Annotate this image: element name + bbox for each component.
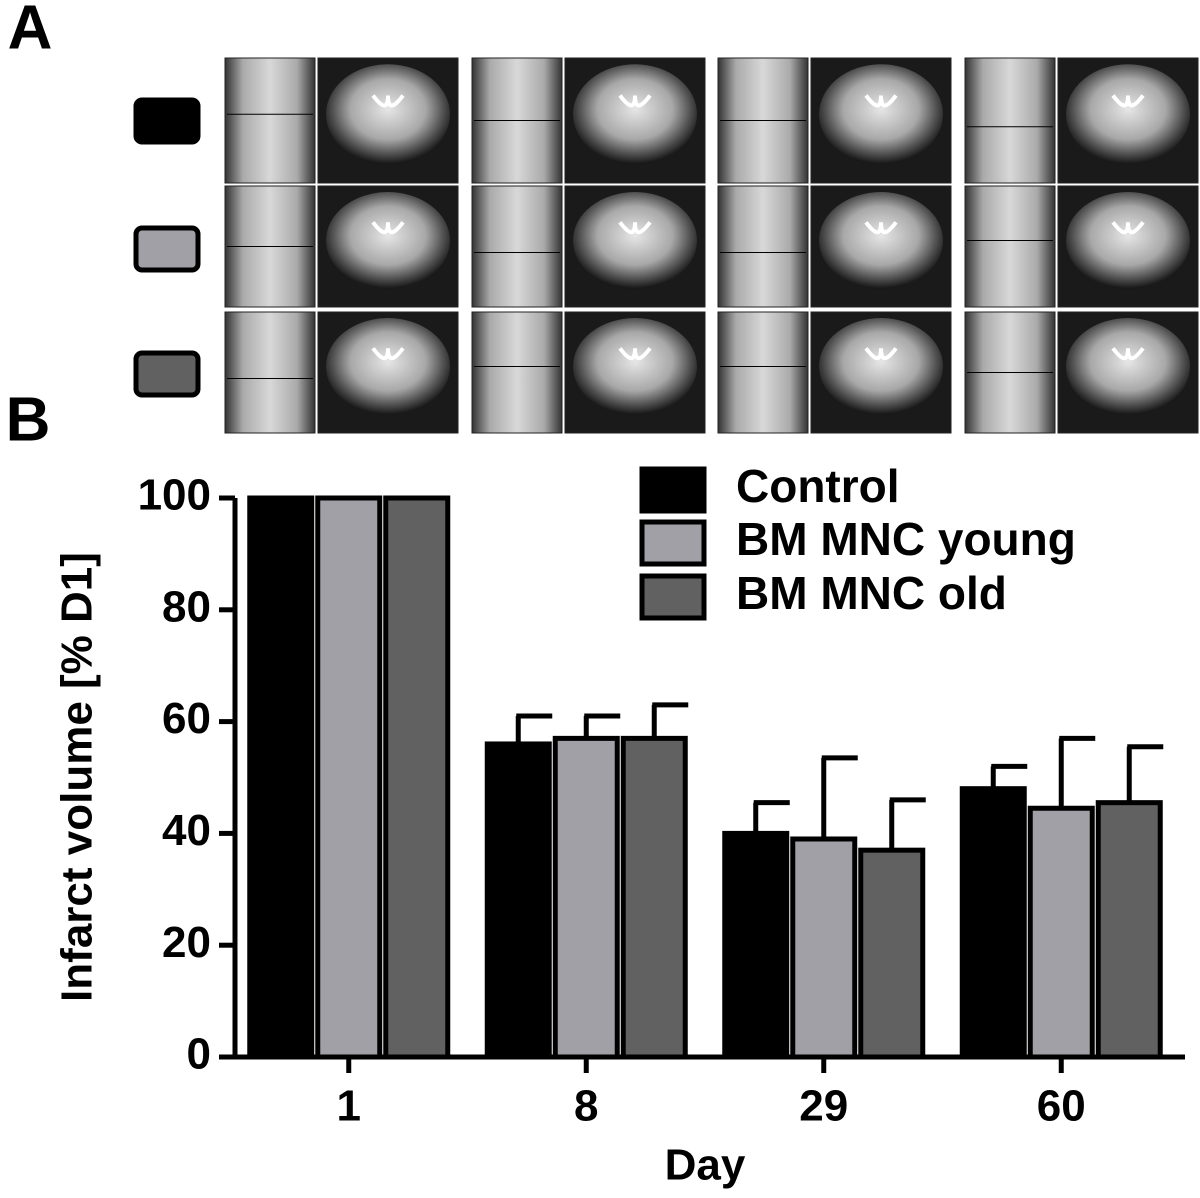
y-tick-label: 40 — [162, 806, 211, 855]
mri-axial — [964, 185, 1056, 308]
legend-label: BM MNC old — [736, 567, 1007, 619]
ventricle — [864, 221, 898, 235]
mri-coronal — [326, 318, 450, 415]
y-tick-label: 20 — [162, 918, 211, 967]
ventricle — [1111, 347, 1145, 361]
mri-axial — [964, 57, 1056, 184]
ventricle — [618, 94, 652, 108]
y-tick-label: 80 — [162, 582, 211, 631]
mri-axial — [717, 311, 809, 434]
ventricle — [864, 94, 898, 108]
bar — [790, 836, 858, 1060]
mri-coronal — [1066, 64, 1190, 165]
ventricle — [618, 221, 652, 235]
group-swatch — [133, 225, 201, 273]
mri-coronal — [326, 192, 450, 289]
ventricle — [618, 347, 652, 361]
legend-swatch — [639, 519, 707, 567]
mri-coronal — [1066, 318, 1190, 415]
ventricle — [1111, 94, 1145, 108]
mri-coronal — [1066, 192, 1190, 289]
mri-coronal — [573, 192, 697, 289]
mri-axial — [224, 57, 316, 184]
ventricle — [371, 94, 405, 108]
bar — [959, 786, 1027, 1060]
bar — [620, 735, 688, 1060]
bar — [1027, 805, 1095, 1060]
y-tick-label: 0 — [187, 1030, 211, 1079]
bar — [484, 741, 552, 1060]
legend-swatch — [639, 573, 707, 621]
bar — [722, 830, 790, 1060]
mri-coronal — [573, 64, 697, 165]
bar — [552, 735, 620, 1060]
mri-axial — [717, 185, 809, 308]
mri-coronal — [573, 318, 697, 415]
bar — [1095, 800, 1163, 1060]
group-swatch — [133, 350, 201, 398]
x-tick-label: 29 — [799, 1082, 848, 1131]
bar — [315, 495, 383, 1060]
ventricle — [371, 221, 405, 235]
x-tick-label: 60 — [1037, 1082, 1086, 1131]
x-axis-label: Day — [665, 1141, 746, 1190]
ventricle — [864, 347, 898, 361]
mri-axial — [471, 185, 563, 308]
mri-coronal — [819, 318, 943, 415]
bar — [858, 847, 926, 1060]
bar — [383, 495, 451, 1060]
ventricle — [371, 347, 405, 361]
panel-label: A — [8, 0, 53, 62]
x-tick-label: 8 — [574, 1082, 598, 1131]
mri-axial — [471, 311, 563, 434]
legend-label: BM MNC young — [736, 513, 1076, 565]
group-swatch — [133, 97, 201, 145]
x-tick-label: 1 — [337, 1082, 361, 1131]
y-tick-label: 100 — [138, 471, 211, 520]
legend-label: Control — [736, 460, 900, 512]
bar — [247, 495, 315, 1060]
legend-swatch — [639, 466, 707, 514]
ventricle — [1111, 221, 1145, 235]
mri-coronal — [326, 64, 450, 165]
mri-axial — [224, 311, 316, 434]
y-axis-label: Infarct volume [% D1] — [53, 552, 102, 1002]
panel-label: B — [6, 385, 51, 454]
mri-coronal — [819, 192, 943, 289]
y-tick-label: 60 — [162, 694, 211, 743]
mri-coronal — [819, 64, 943, 165]
